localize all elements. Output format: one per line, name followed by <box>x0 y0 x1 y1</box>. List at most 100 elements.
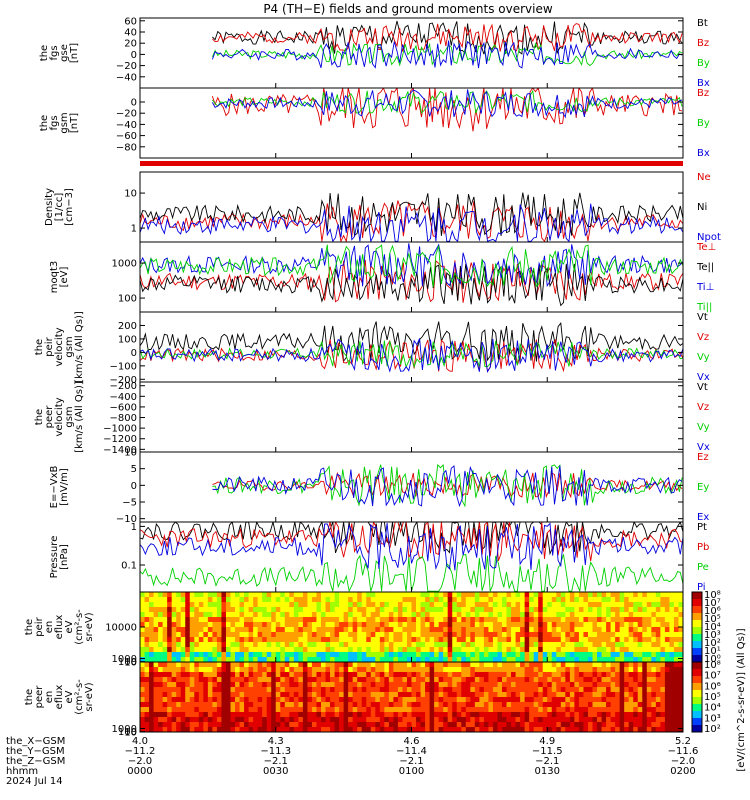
spectrogram-cell <box>343 627 349 633</box>
spectrogram-cell <box>280 707 286 713</box>
spectrogram-cell <box>225 612 231 618</box>
spectrogram-cell <box>574 632 580 638</box>
spectrogram-cell <box>678 727 683 732</box>
spectrogram-cell <box>176 702 182 708</box>
spectrogram-cell <box>447 677 453 683</box>
spectrogram-cell <box>140 627 146 633</box>
colorbar-title: [eV/(cm^2-s-sr-eV)] (All Qs)] <box>736 628 747 771</box>
spectrogram-cell <box>542 722 548 728</box>
spectrogram-cell <box>370 717 376 723</box>
spectrogram-cell <box>443 597 449 603</box>
spectrogram-cell <box>465 697 471 703</box>
spectrogram-cell <box>207 722 213 728</box>
spectrogram-cell <box>393 707 399 713</box>
spectrogram-cell <box>434 667 440 673</box>
spectrogram-cell <box>388 727 394 732</box>
spectrogram-cell <box>664 637 670 643</box>
spectrogram-cell <box>615 602 621 608</box>
spectrogram-cell <box>406 612 412 618</box>
spectrogram-cell <box>185 687 191 693</box>
spectrogram-cell <box>628 642 634 648</box>
spectrogram-cell <box>411 642 417 648</box>
spectrogram-cell <box>583 607 589 613</box>
spectrogram-cell <box>506 717 512 723</box>
spectrogram-cell <box>397 602 403 608</box>
spectrogram-cell <box>225 692 231 698</box>
spectrogram-cell <box>520 687 526 693</box>
spectrogram-cell <box>180 682 186 688</box>
spectrogram-cell <box>144 597 150 603</box>
spectrogram-cell <box>524 687 530 693</box>
spectrogram-cell <box>207 597 213 603</box>
spectrogram-cell <box>479 667 485 673</box>
spectrogram-cell <box>583 602 589 608</box>
spectrogram-cell <box>425 707 431 713</box>
spectrogram-cell <box>348 657 354 662</box>
spectrogram-cell <box>189 607 195 613</box>
spectrogram-cell <box>637 647 643 653</box>
spectrogram-cell <box>447 662 453 668</box>
spectrogram-cell <box>511 657 517 662</box>
spectrogram-cell <box>601 657 607 662</box>
spectrogram-cell <box>302 627 308 633</box>
spectrogram-cell <box>678 657 683 662</box>
spectrogram-cell <box>225 647 231 653</box>
spectrogram-cell <box>225 677 231 683</box>
spectrogram-cell <box>284 627 290 633</box>
colorbar-step <box>692 699 702 703</box>
spectrogram-cell <box>628 722 634 728</box>
spectrogram-cell <box>538 717 544 723</box>
spectrogram-cell <box>515 642 521 648</box>
series-line-Vy <box>140 339 683 369</box>
spectrogram-cell <box>633 702 639 708</box>
spectrogram-cell <box>375 697 381 703</box>
y-tick-label: −1200 <box>103 434 137 445</box>
spectrogram-cell <box>284 712 290 718</box>
spectrogram-cell <box>271 707 277 713</box>
colorbar-label: 10⁷ <box>704 598 721 609</box>
spectrogram-cell <box>547 647 553 653</box>
spectrogram-cell <box>642 597 648 603</box>
spectrogram-cell <box>492 727 498 732</box>
spectrogram-cell <box>293 707 299 713</box>
spectrogram-cell <box>153 637 159 643</box>
spectrogram-cell <box>606 617 612 623</box>
spectrogram-cell <box>660 722 666 728</box>
spectrogram-cell <box>212 667 218 673</box>
spectrogram-cell <box>180 697 186 703</box>
spectrogram-cell <box>248 627 254 633</box>
spectrogram-cell <box>171 727 177 732</box>
y-label-line: gsm <box>64 336 75 357</box>
spectrogram-cell <box>239 682 245 688</box>
spectrogram-cell <box>171 702 177 708</box>
spectrogram-cell <box>429 612 435 618</box>
spectrogram-cell <box>316 727 322 732</box>
spectrogram-cell <box>556 722 562 728</box>
spectrogram-cell <box>664 682 670 688</box>
spectrogram-cell <box>515 712 521 718</box>
spectrogram-cell <box>479 707 485 713</box>
spectrogram-cell <box>646 722 652 728</box>
spectrogram-cell <box>538 722 544 728</box>
colorbar-label: 10³ <box>704 713 721 724</box>
spectrogram-cell <box>637 682 643 688</box>
spectrogram-cell <box>592 597 598 603</box>
spectrogram-cell <box>574 707 580 713</box>
x-tick-label-x: 4.0 <box>132 736 148 747</box>
colorbar-step <box>692 608 702 612</box>
spectrogram-cell <box>343 632 349 638</box>
spectrogram-cell <box>316 642 322 648</box>
spectrogram-cell <box>443 662 449 668</box>
spectrogram-cell <box>578 597 584 603</box>
spectrogram-cell <box>646 702 652 708</box>
spectrogram-cell <box>479 702 485 708</box>
spectrogram-cells <box>140 662 683 732</box>
spectrogram-cell <box>384 662 390 668</box>
spectrogram-cell <box>189 697 195 703</box>
spectrogram-cell <box>506 662 512 668</box>
spectrogram-cell <box>244 592 250 598</box>
spectrogram-cell <box>280 607 286 613</box>
spectrogram-cell <box>533 692 539 698</box>
spectrogram-cell <box>379 607 385 613</box>
spectrogram-cell <box>221 717 227 723</box>
